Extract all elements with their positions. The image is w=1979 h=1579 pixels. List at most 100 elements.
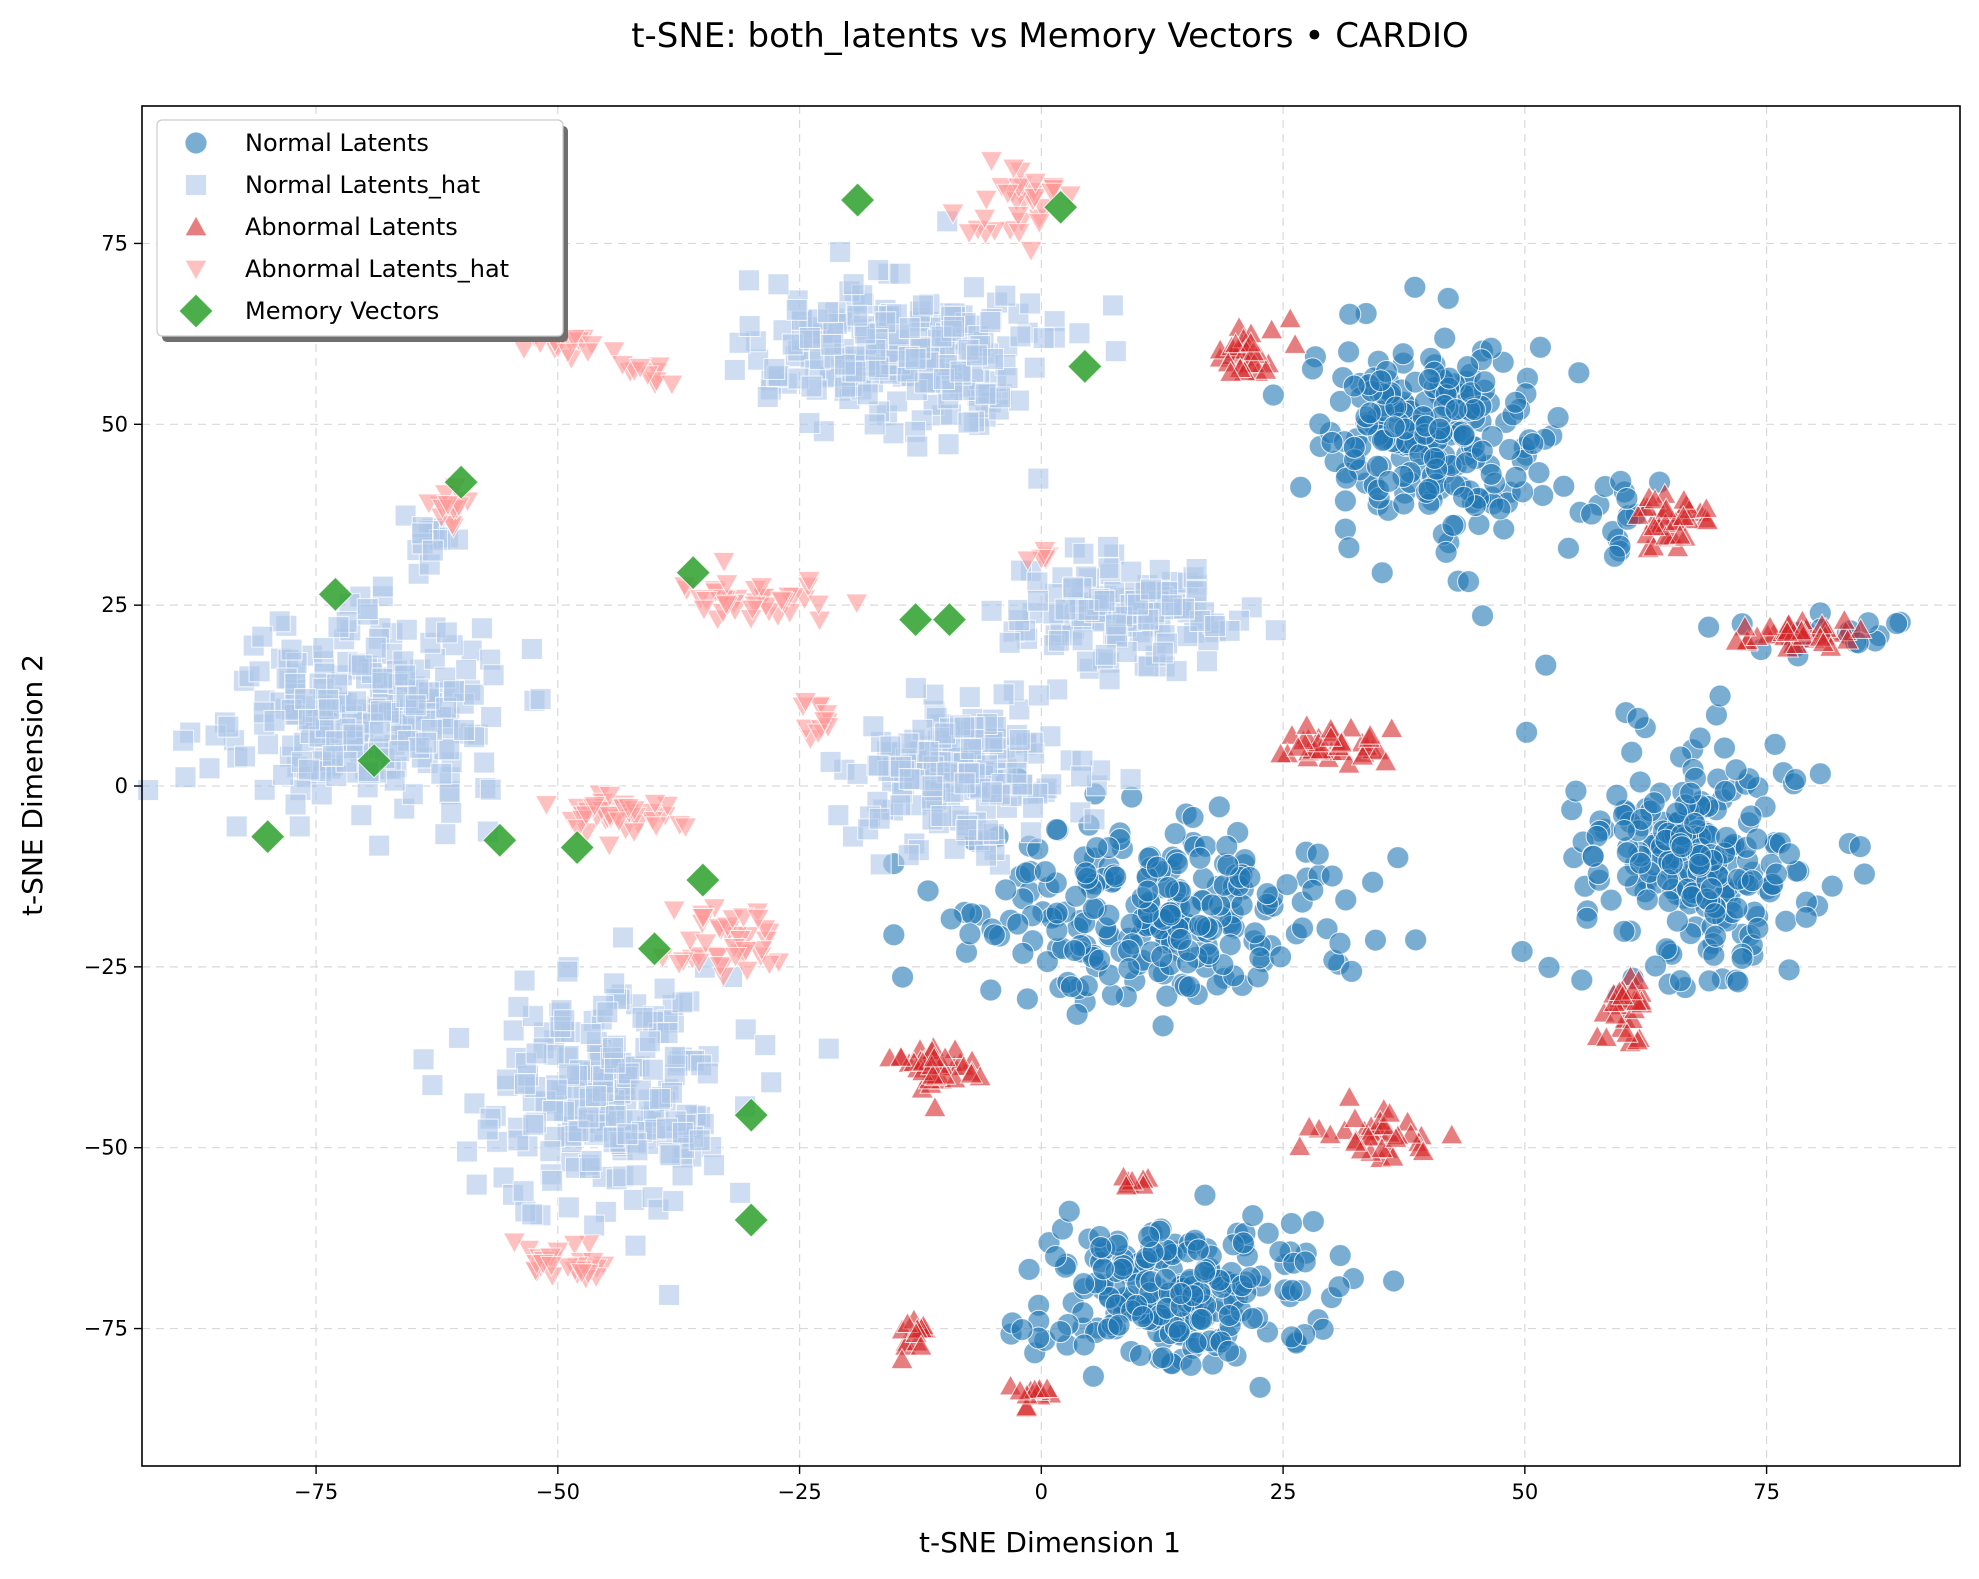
normal-latent-point xyxy=(1615,486,1639,510)
normal-latent-point xyxy=(1683,811,1707,835)
normal-latent-point xyxy=(1255,882,1279,906)
normal-latent-hat-point xyxy=(1104,340,1127,363)
normal-latent-point xyxy=(1444,398,1468,422)
normal-latent-point xyxy=(1154,1267,1178,1291)
x-tick-label: −50 xyxy=(536,1480,580,1504)
normal-latent-hat-point xyxy=(440,801,463,824)
abnormal-latent-point xyxy=(1283,332,1307,354)
normal-latent-point xyxy=(1074,861,1098,885)
series-normal-latents-hat xyxy=(137,210,1287,1306)
normal-latent-point xyxy=(1498,438,1522,462)
axis-ticks: −75 −50 −25 0 25 50 75 −75 −50 −25 0 25 50 75 xyxy=(84,231,1780,1504)
normal-latent-hat-point xyxy=(1071,629,1094,652)
normal-latent-hat-point xyxy=(842,273,865,296)
abnormal-latent-hat-point xyxy=(502,1232,527,1254)
y-tick-label: −25 xyxy=(84,955,128,979)
legend-box xyxy=(156,119,564,337)
normal-latent-hat-point xyxy=(253,778,276,801)
normal-latent-point xyxy=(1197,942,1221,966)
normal-latent-hat-point xyxy=(579,1023,602,1045)
normal-latent-hat-point xyxy=(421,539,444,562)
abnormal-latent-point xyxy=(1643,487,1667,510)
normal-latent-hat-point xyxy=(1054,598,1077,621)
normal-latent-point xyxy=(1279,1211,1303,1235)
normal-latent-point xyxy=(1191,866,1215,890)
normal-latent-hat-point xyxy=(272,763,295,786)
abnormal-latent-point xyxy=(1377,1101,1402,1123)
normal-latent-point xyxy=(1668,969,1692,993)
normal-latent-point xyxy=(1382,415,1406,439)
normal-latent-hat-point xyxy=(1094,643,1117,666)
normal-latent-point xyxy=(1163,822,1187,846)
normal-latent-point xyxy=(1534,653,1558,677)
normal-latent-point xyxy=(1570,968,1594,992)
abnormal-latent-hat-point xyxy=(957,223,982,245)
memory-vector-point xyxy=(559,829,595,866)
abnormal-latent-point xyxy=(1114,1174,1139,1196)
normal-latent-point xyxy=(1089,1236,1113,1260)
normal-latent-hat-point xyxy=(659,1144,682,1167)
abnormal-latent-point xyxy=(1287,1134,1312,1156)
normal-latent-point xyxy=(994,878,1018,902)
abnormal-latent-hat-point xyxy=(740,599,765,621)
normal-latent-point xyxy=(1065,1002,1089,1026)
normal-latent-point xyxy=(1358,401,1382,425)
abnormal-latent-hat-point xyxy=(569,1263,594,1285)
memory-vector-point xyxy=(356,742,392,779)
abnormal-latent-hat-point xyxy=(769,590,794,613)
normal-latent-hat-point xyxy=(1062,576,1085,599)
normal-latent-hat-point xyxy=(198,757,221,780)
normal-latent-hat-point xyxy=(288,815,311,838)
normal-latent-hat-point xyxy=(438,738,461,761)
abnormal-latent-point xyxy=(1832,608,1857,630)
normal-latent-point xyxy=(1580,502,1604,526)
normal-latent-hat-point xyxy=(368,720,391,743)
normal-latent-hat-point xyxy=(767,273,790,296)
normal-latent-hat-point xyxy=(834,353,856,376)
memory-vector-point xyxy=(685,862,721,898)
normal-latent-hat-point xyxy=(462,683,485,706)
normal-latent-hat-point xyxy=(867,259,890,282)
normal-latent-hat-point xyxy=(846,763,869,785)
y-tick-label: 0 xyxy=(115,774,128,798)
x-tick-label: 75 xyxy=(1753,1480,1780,1504)
abnormal-latent-hat-point xyxy=(974,189,999,212)
abnormal-latent-hat-point xyxy=(812,711,837,733)
normal-latent-point xyxy=(1635,888,1659,912)
normal-latent-point xyxy=(1059,975,1083,999)
abnormal-latent-hat-point xyxy=(714,574,739,596)
abnormal-latent-point xyxy=(1775,620,1800,642)
normal-latent-hat-point xyxy=(371,575,394,598)
normal-latent-point xyxy=(1342,374,1366,398)
normal-latent-point xyxy=(1531,483,1555,507)
normal-latent-hat-point xyxy=(327,616,350,639)
abnormal-latent-hat-point xyxy=(746,908,771,931)
normal-latent-hat-point xyxy=(663,1045,686,1068)
x-tick-label: 25 xyxy=(1270,1480,1297,1504)
normal-latent-hat-point xyxy=(1151,641,1174,664)
normal-latent-hat-point xyxy=(434,823,457,846)
series-normal-latents xyxy=(882,275,1912,1399)
normal-latent-hat-point xyxy=(529,688,552,711)
normal-latent-point xyxy=(979,978,1003,1002)
normal-latent-point xyxy=(1369,369,1393,393)
abnormal-latent-point xyxy=(1641,535,1666,557)
abnormal-latent-point xyxy=(1374,749,1398,772)
normal-latent-point xyxy=(1644,954,1668,978)
normal-latent-point xyxy=(1217,1304,1241,1328)
normal-latent-hat-point xyxy=(653,977,676,1000)
normal-latent-hat-point xyxy=(616,1123,639,1146)
normal-latent-point xyxy=(1334,888,1358,912)
normal-latent-hat-point xyxy=(960,738,983,760)
normal-latent-hat-point xyxy=(994,284,1017,307)
normal-latent-hat-point xyxy=(1032,327,1055,350)
normal-latent-hat-point xyxy=(1093,589,1116,612)
memory-vector-point xyxy=(733,1097,769,1133)
normal-latent-point xyxy=(1704,703,1728,727)
normal-latent-hat-point xyxy=(520,638,543,660)
normal-latent-point xyxy=(1703,924,1727,948)
normal-latent-point xyxy=(1063,939,1087,963)
normal-latent-point xyxy=(1384,395,1408,419)
abnormal-latent-point xyxy=(1238,331,1263,353)
normal-latent-point xyxy=(1527,461,1551,485)
